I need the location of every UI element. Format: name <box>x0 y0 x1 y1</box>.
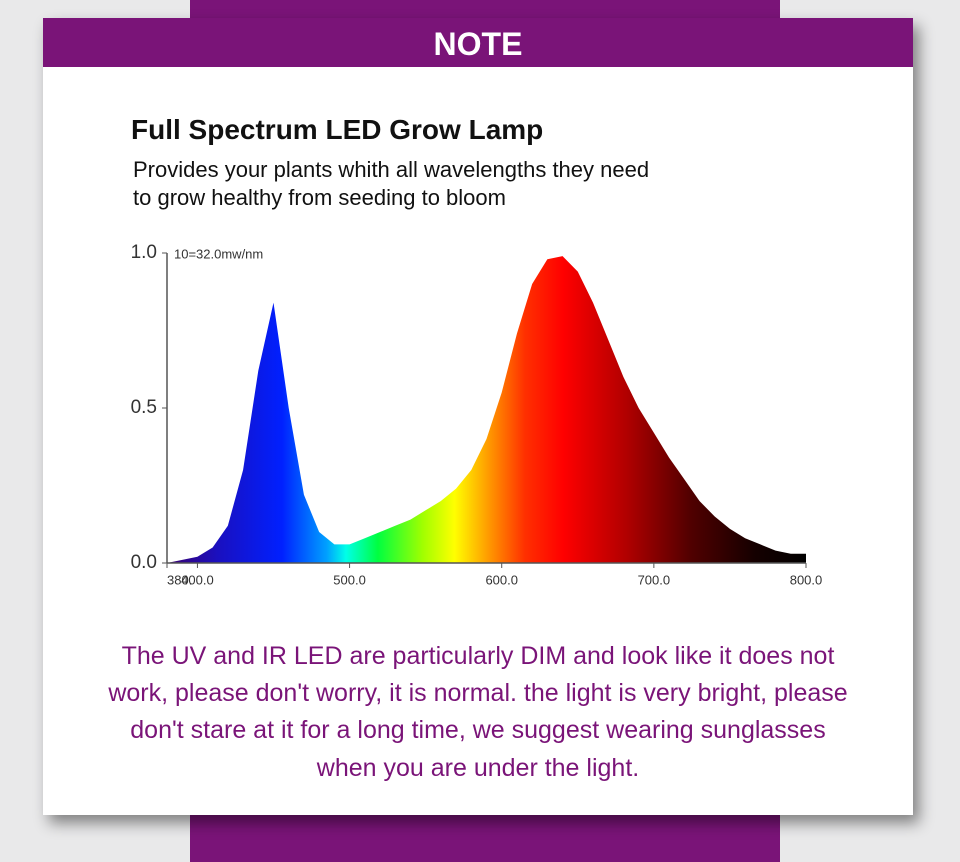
annotation: 10=32.0mw/nm <box>174 246 263 261</box>
intro-line: Provides your plants whith all wavelengt… <box>133 157 650 182</box>
x-tick-label: 500.0 <box>333 572 366 587</box>
intro-title: Full Spectrum LED Grow Lamp <box>131 114 544 145</box>
note-line: don't stare at it for a long time, we su… <box>130 716 826 744</box>
x-tick-label: 400.0 <box>181 572 214 587</box>
header-title: NOTE <box>43 18 913 67</box>
y-tick-label: 1.0 <box>131 242 157 263</box>
note-line: The UV and IR LED are particularly DIM a… <box>121 642 835 670</box>
note-line: when you are under the light. <box>316 754 640 782</box>
intro-line: to grow healthy from seeding to bloom <box>133 185 506 210</box>
note-line: work, please don't worry, it is normal. … <box>108 679 848 707</box>
y-tick-label: 0.5 <box>131 397 157 418</box>
top-band <box>190 0 780 20</box>
x-tick-label: 380. <box>167 572 192 587</box>
card: NOTE Full Spectrum LED Grow Lamp Provide… <box>43 18 913 815</box>
x-tick-label: 700.0 <box>638 572 671 587</box>
bottom-band <box>190 810 780 862</box>
spectrum-area <box>167 256 806 563</box>
x-tick-label: 600.0 <box>485 572 518 587</box>
y-tick-label: 0.0 <box>131 552 157 573</box>
x-tick-label: 800.0 <box>790 572 823 587</box>
